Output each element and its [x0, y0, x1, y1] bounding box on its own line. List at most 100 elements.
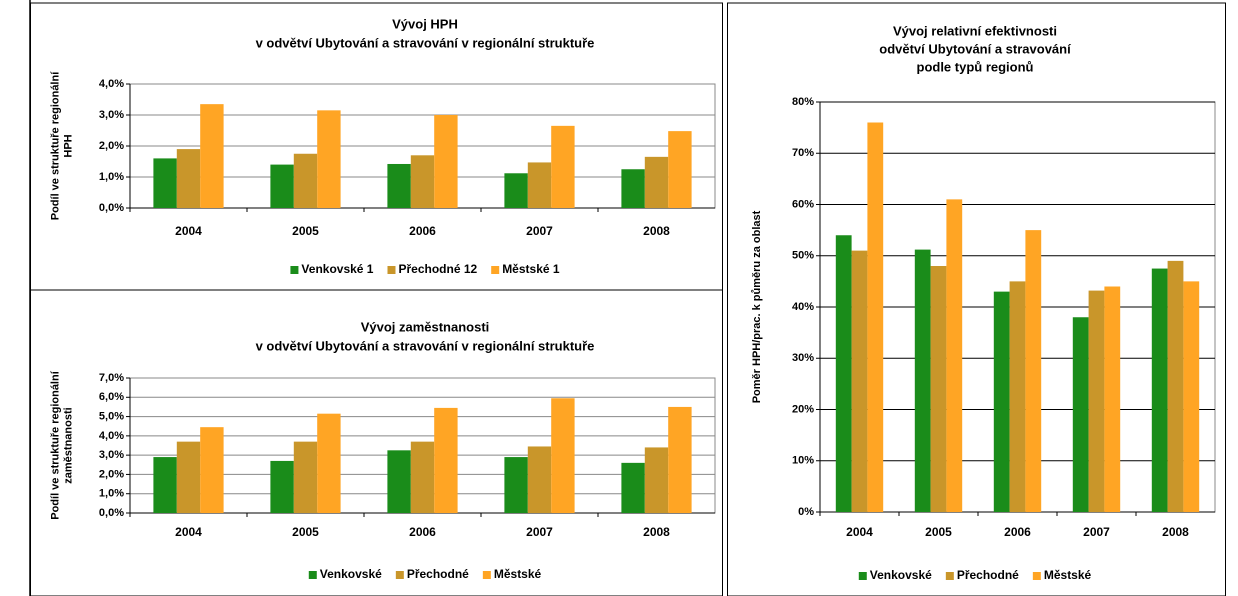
- bar: [200, 427, 224, 513]
- bar: [644, 156, 669, 208]
- y-tick-label: 20%: [792, 403, 814, 415]
- bar: [835, 235, 852, 512]
- y-tick-label: 50%: [792, 250, 814, 262]
- x-tick-label: 2005: [925, 525, 952, 539]
- chart-title: Vývoj relativní efektivnosti: [893, 23, 1057, 38]
- bar: [621, 169, 645, 208]
- bar: [930, 266, 947, 512]
- bar: [668, 131, 692, 208]
- bar: [153, 158, 177, 208]
- bar: [270, 460, 294, 513]
- bar: [410, 441, 435, 513]
- bar: [644, 447, 669, 513]
- chart-frame: [30, 289, 723, 596]
- bar: [317, 413, 341, 513]
- y-tick-label: 4,0%: [99, 78, 124, 90]
- y-axis-label: Podíl ve struktuře regionální: [49, 71, 61, 220]
- bar: [317, 110, 341, 208]
- x-tick-label: 2004: [846, 525, 873, 539]
- bar: [387, 450, 411, 513]
- bar: [1104, 286, 1121, 512]
- bar: [1088, 290, 1105, 512]
- x-tick-label: 2008: [1162, 525, 1189, 539]
- chart-title: Vývoj HPH: [392, 16, 458, 31]
- chart-title: v odvětví Ubytování a stravování v regio…: [256, 35, 595, 50]
- legend-swatch: [945, 572, 954, 580]
- legend-label: Přechodné 12: [398, 262, 477, 276]
- legend-swatch: [395, 571, 404, 579]
- x-tick-label: 2006: [1004, 525, 1031, 539]
- y-axis-label: HPH: [62, 134, 74, 157]
- legend-swatch: [858, 572, 867, 580]
- chart-title: odvětví Ubytování a stravování: [879, 41, 1071, 56]
- legend-swatch: [308, 571, 317, 579]
- bar: [293, 153, 318, 208]
- y-tick-label: 5,0%: [99, 410, 124, 422]
- legend-swatch: [482, 571, 491, 579]
- x-tick-label: 2005: [292, 525, 319, 539]
- x-tick-label: 2007: [1083, 525, 1110, 539]
- x-tick-label: 2006: [409, 224, 436, 238]
- y-tick-label: 30%: [792, 352, 814, 364]
- bar: [1025, 230, 1042, 512]
- bar: [153, 457, 177, 513]
- y-tick-label: 0,0%: [99, 202, 124, 214]
- bar: [946, 199, 963, 512]
- y-tick-label: 70%: [792, 147, 814, 159]
- y-tick-label: 1,0%: [99, 488, 124, 500]
- y-axis-label: zaměstnanosti: [62, 407, 74, 483]
- bar: [504, 457, 528, 513]
- x-tick-label: 2007: [526, 224, 553, 238]
- bar: [914, 249, 931, 512]
- bar: [993, 291, 1010, 512]
- bar: [1167, 260, 1184, 512]
- x-tick-label: 2007: [526, 525, 553, 539]
- y-tick-label: 60%: [792, 198, 814, 210]
- x-tick-label: 2004: [175, 224, 202, 238]
- bar: [867, 122, 884, 512]
- bar: [551, 398, 575, 513]
- bar: [1183, 281, 1200, 512]
- legend-label: Přechodné: [407, 567, 469, 581]
- y-tick-label: 7,0%: [99, 372, 124, 384]
- y-tick-label: 1,0%: [99, 171, 124, 183]
- y-tick-label: 2,0%: [99, 140, 124, 152]
- legend-label: Venkovské 1: [301, 262, 373, 276]
- legend-swatch: [290, 266, 299, 274]
- legend-swatch: [1032, 572, 1041, 580]
- bar: [668, 406, 692, 513]
- chart-title: v odvětví Ubytování a stravování v regio…: [256, 338, 595, 353]
- y-tick-label: 4,0%: [99, 430, 124, 442]
- bar: [176, 149, 201, 208]
- bar: [410, 155, 435, 208]
- legend-label: Městské 1: [502, 262, 560, 276]
- bar: [293, 441, 318, 513]
- y-tick-label: 3,0%: [99, 449, 124, 461]
- bar: [387, 163, 411, 208]
- bar: [200, 104, 224, 208]
- y-axis-label: Poměr HPH/prac. k půměru za oblast: [751, 210, 763, 403]
- chart-frame: [727, 2, 1226, 596]
- bar: [176, 441, 201, 513]
- x-tick-label: 2008: [643, 224, 670, 238]
- legend-swatch: [387, 266, 396, 274]
- y-tick-label: 6,0%: [99, 391, 124, 403]
- bar: [504, 173, 528, 208]
- y-axis-label: Podíl ve struktuře regionální: [49, 370, 61, 519]
- y-tick-label: 40%: [792, 301, 814, 313]
- bar: [434, 115, 458, 208]
- chart-title: Vývoj zaměstnanosti: [361, 319, 490, 334]
- x-tick-label: 2008: [643, 525, 670, 539]
- x-tick-label: 2004: [175, 525, 202, 539]
- y-tick-label: 3,0%: [99, 109, 124, 121]
- bar: [851, 250, 868, 512]
- bar: [270, 164, 294, 208]
- y-tick-label: 80%: [792, 96, 814, 108]
- bar: [621, 462, 645, 513]
- bar: [1072, 317, 1089, 512]
- y-tick-label: 0%: [798, 506, 814, 518]
- x-tick-label: 2006: [409, 525, 436, 539]
- bar: [1009, 281, 1026, 512]
- bar: [527, 446, 552, 513]
